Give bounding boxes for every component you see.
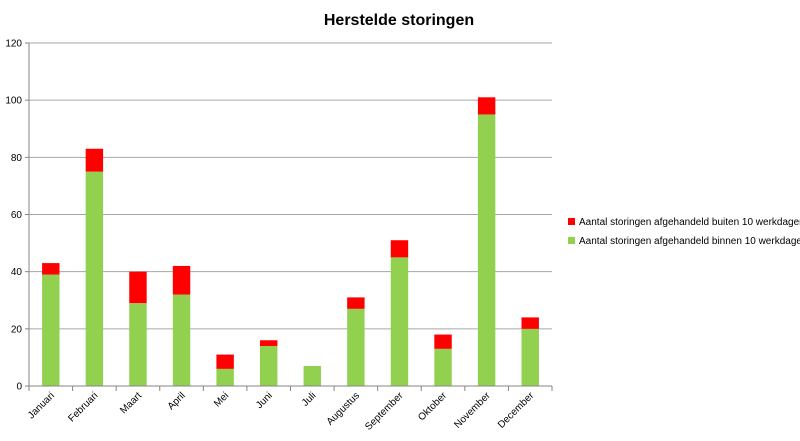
- bar-binnen-oktober: [434, 348, 452, 386]
- bar-buiten-april: [172, 265, 191, 295]
- bar-buiten-augustus: [347, 297, 365, 309]
- y-tick-label: 40: [11, 267, 23, 278]
- chart-title: Herstelde storingen: [324, 12, 474, 29]
- bar-binnen-november: [477, 114, 496, 386]
- y-tick-label: 80: [11, 153, 23, 164]
- bar-binnen-februari: [85, 171, 104, 386]
- y-tick-label: 0: [16, 382, 22, 393]
- bar-buiten-mei: [216, 354, 234, 369]
- bar-buiten-december: [521, 317, 539, 329]
- y-tick-label: 100: [5, 96, 22, 107]
- y-tick-layer: 0 20 40 60 80 100 120: [5, 39, 22, 393]
- bar-binnen-mei: [216, 368, 234, 386]
- bar-buiten-januari: [42, 263, 60, 275]
- bar-binnen-juli: [303, 365, 322, 386]
- bar-binnen-januari: [42, 274, 60, 386]
- legend-swatch: [568, 237, 575, 244]
- legend: Aantal storingen afgehandeld buiten 10 w…: [568, 217, 800, 247]
- bar-binnen-september: [390, 257, 409, 386]
- axis-layer: [25, 42, 553, 391]
- bar-binnen-december: [521, 328, 539, 386]
- bar-buiten-maart: [129, 271, 147, 304]
- bar-buiten-juni: [259, 340, 278, 346]
- bar-buiten-februari: [85, 148, 104, 172]
- y-tick-label: 60: [11, 210, 23, 221]
- bar-layer: [42, 97, 539, 386]
- bar-buiten-september: [390, 240, 409, 258]
- bar-binnen-april: [172, 294, 191, 386]
- legend-label: Aantal storingen afgehandeld buiten 10 w…: [579, 217, 800, 228]
- bar-buiten-november: [477, 97, 496, 115]
- grid-layer: [29, 42, 552, 330]
- bar-binnen-juni: [259, 345, 278, 386]
- bar-binnen-maart: [129, 303, 147, 386]
- y-tick-label: 120: [5, 39, 22, 50]
- bar-buiten-oktober: [434, 334, 452, 349]
- legend-label: Aantal storingen afgehandeld binnen 10 w…: [579, 236, 800, 247]
- bar-binnen-augustus: [347, 308, 365, 386]
- legend-swatch: [568, 218, 575, 225]
- y-tick-label: 20: [11, 324, 23, 335]
